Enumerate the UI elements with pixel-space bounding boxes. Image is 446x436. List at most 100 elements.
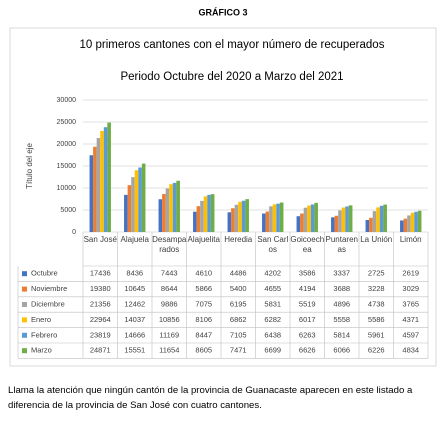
table-value: 3337 [333,269,350,278]
bar [158,199,163,232]
legend-swatch [22,332,27,338]
table-value: 10856 [159,315,180,324]
table-value: 6066 [333,346,350,355]
x-tick-label: Goicoechea [290,235,325,254]
bar [365,220,370,232]
table-value: 24871 [90,346,111,355]
table-value: 4655 [264,284,281,293]
bar [379,205,384,232]
bar [279,202,284,232]
bar [103,127,108,232]
table-value: 11169 [159,330,179,339]
bar [265,211,270,232]
x-tick-label: Limón [399,235,422,244]
table-value: 5866 [195,284,212,293]
table-value: 8106 [195,315,212,324]
x-tick-label: Alajuelita [187,235,220,244]
bar [331,217,335,232]
table-value: 2725 [368,269,385,278]
table-value: 4371 [402,315,419,324]
legend-swatch [22,302,27,307]
x-tick-label: La Unión [360,235,393,244]
table-value: 4202 [264,269,281,278]
bar [210,194,215,232]
bar [89,155,94,232]
bar [162,193,166,232]
bar [207,194,211,232]
bar [141,163,146,232]
table-value: 10645 [124,284,145,293]
bar [300,213,304,232]
bar [227,212,232,232]
table-value: 8605 [195,346,212,355]
table-value: 15551 [124,346,145,355]
table-value: 4597 [402,330,419,339]
legend-swatch [22,317,27,323]
category-cell: Alajuela [120,235,149,244]
table-value: 22964 [90,315,111,324]
table-value: 3029 [402,284,419,293]
bar [272,204,277,232]
table-value: 5961 [368,330,385,339]
bar [338,210,342,232]
y-tick-label: 10000 [57,185,77,192]
y-tick-label: 20000 [57,141,77,148]
table-value: 3228 [368,284,385,293]
bar [383,204,387,232]
table-value: 4194 [299,284,316,293]
table-value: 14037 [124,315,145,324]
table-value: 7075 [195,299,212,308]
bar [93,146,97,232]
bar [241,200,246,232]
table-value: 6017 [299,315,316,324]
y-tick-label: 15000 [57,163,77,170]
footnote: Llama la atención que ningún cantón de l… [8,385,413,411]
bar [334,215,339,232]
category-cell: Goicoechea [290,235,325,254]
bar [193,211,197,232]
bar [417,210,422,232]
bar [127,185,132,232]
bar [172,182,177,232]
table-value: 9886 [161,299,178,308]
bar [234,204,239,232]
table-value: 11654 [159,346,179,355]
bar [134,170,139,232]
x-tick-label: Alajuela [120,235,149,244]
bar [303,207,308,232]
category-cell: San Carlos [257,235,288,254]
bar [307,205,311,232]
bar [200,200,204,232]
bar [196,206,201,232]
table-value: 6699 [264,346,281,355]
table-value: 7443 [161,269,178,278]
y-tick-label: 0 [72,229,76,236]
bar [345,206,349,232]
table-value: 4738 [368,299,385,308]
table-value: 8436 [126,269,143,278]
table-value: 17436 [90,269,111,278]
bar [165,188,170,232]
table-value: 2619 [402,269,419,278]
bar [262,213,266,232]
table-value: 5400 [230,284,247,293]
bar [410,212,415,232]
bar [348,205,353,232]
table-value: 6226 [368,346,385,355]
bar [100,130,104,232]
legend-swatch [22,286,27,292]
bar [414,211,418,232]
table-value: 14666 [124,330,145,339]
table-value: 3586 [299,269,316,278]
heading: GRÁFICO 3 [198,7,247,17]
legend-label: Marzo [31,346,52,355]
table-value: 5558 [333,315,350,324]
bar [276,203,280,232]
bar [131,177,135,232]
y-tick-label: 30000 [57,97,77,104]
table-value: 3765 [402,299,419,308]
table-value: 4486 [230,269,247,278]
legend-label: Enero [31,315,51,324]
legend-label: Noviembre [31,284,67,293]
x-tick-label: Desamparados [152,235,187,254]
